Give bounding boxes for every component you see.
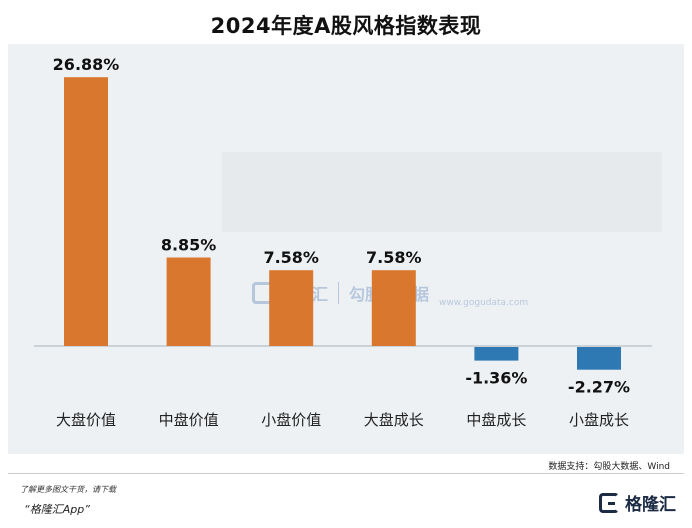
footer-brand-name: 格隆汇 xyxy=(625,495,676,515)
panel-shade xyxy=(222,152,662,232)
category-label-5: 小盘成长 xyxy=(569,411,629,429)
chart-panel xyxy=(8,44,684,454)
bar-2 xyxy=(269,270,314,346)
bar-1 xyxy=(166,257,211,346)
data-source: 数据支持：勾股大数据、Wind xyxy=(548,462,670,472)
value-label-4: -1.36% xyxy=(465,369,527,388)
bar-3 xyxy=(371,270,416,346)
category-label-3: 大盘成长 xyxy=(364,411,424,429)
footer-app-name: “格隆汇App” xyxy=(24,503,90,516)
footer-brand: 格隆汇 xyxy=(599,490,676,515)
value-label-2: 7.58% xyxy=(263,248,319,267)
category-label-0: 大盘价值 xyxy=(56,411,116,429)
bar-0 xyxy=(64,77,108,346)
watermark-divider xyxy=(338,282,340,304)
brand-logo-icon xyxy=(252,282,274,304)
chart-title: 2024年度A股风格指数表现 xyxy=(210,14,482,38)
footer-divider xyxy=(8,473,684,474)
bar-4 xyxy=(474,347,519,361)
value-label-3: 7.58% xyxy=(366,248,422,267)
value-label-0: 26.88% xyxy=(53,55,120,74)
category-label-1: 中盘价值 xyxy=(159,411,219,429)
brand-logo-icon xyxy=(599,492,619,513)
category-label-2: 小盘价值 xyxy=(261,411,321,429)
watermark-partner-url: www.gogudata.com xyxy=(439,298,529,308)
footer-note: 了解更多图文干货，请下载 xyxy=(20,485,116,494)
bar-5 xyxy=(577,347,621,370)
value-label-5: -2.27% xyxy=(568,378,630,397)
value-label-1: 8.85% xyxy=(161,236,217,255)
category-label-4: 中盘成长 xyxy=(466,411,526,429)
